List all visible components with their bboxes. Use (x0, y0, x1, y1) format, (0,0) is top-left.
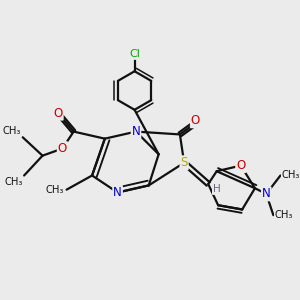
Text: CH₃: CH₃ (3, 126, 21, 136)
Text: O: O (58, 142, 67, 155)
Text: CH₃: CH₃ (282, 170, 300, 181)
Text: N: N (113, 186, 122, 199)
Text: CH₃: CH₃ (275, 210, 293, 220)
Text: O: O (53, 107, 63, 120)
Text: H: H (213, 184, 220, 194)
Text: O: O (191, 114, 200, 127)
Text: S: S (181, 156, 188, 169)
Text: N: N (132, 125, 140, 138)
Text: CH₃: CH₃ (4, 177, 23, 187)
Text: O: O (236, 159, 245, 172)
Text: Cl: Cl (129, 49, 140, 59)
Text: N: N (262, 188, 271, 200)
Text: CH₃: CH₃ (46, 185, 64, 195)
